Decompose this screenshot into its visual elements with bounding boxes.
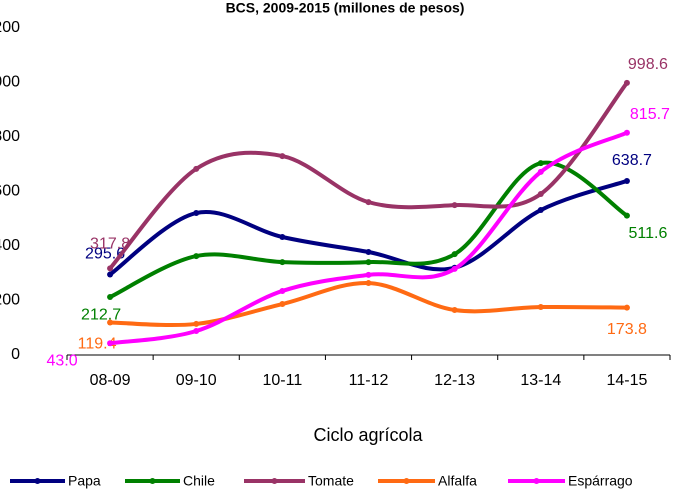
legend-label: Chile bbox=[183, 473, 215, 489]
data-label: 295.6 bbox=[85, 246, 125, 263]
legend-label: Alfalfa bbox=[438, 473, 477, 489]
legend-label: Papa bbox=[68, 473, 101, 489]
point bbox=[107, 271, 114, 278]
point bbox=[279, 234, 286, 241]
legend-marker bbox=[149, 478, 156, 484]
data-label: 511.6 bbox=[628, 225, 667, 242]
legend-label: Tomate bbox=[308, 473, 354, 489]
y-tick-label: 600 bbox=[0, 183, 20, 200]
point bbox=[451, 307, 458, 314]
data-label: 119.4 bbox=[78, 336, 117, 353]
y-tick-label: 400 bbox=[0, 237, 20, 254]
point bbox=[107, 294, 114, 301]
point bbox=[107, 319, 114, 326]
data-label: 173.8 bbox=[607, 321, 647, 338]
data-label: 212.7 bbox=[81, 306, 121, 323]
point bbox=[537, 304, 544, 311]
point bbox=[365, 271, 372, 278]
x-tick-label: 11-12 bbox=[349, 372, 389, 389]
legend-marker bbox=[271, 478, 278, 484]
series-line bbox=[108, 81, 629, 270]
data-label: 638.7 bbox=[612, 152, 652, 169]
point bbox=[537, 160, 544, 167]
x-tick-label: 13-14 bbox=[520, 372, 561, 389]
point bbox=[107, 265, 114, 272]
point bbox=[623, 79, 630, 86]
y-tick-label: 800 bbox=[0, 128, 20, 145]
data-label: 317.8 bbox=[90, 236, 130, 253]
x-tick-label: 09-10 bbox=[176, 372, 217, 389]
point bbox=[193, 165, 200, 172]
point bbox=[279, 153, 286, 160]
data-label: 998.6 bbox=[628, 56, 668, 73]
series-line bbox=[110, 281, 627, 328]
data-label: 43.0 bbox=[47, 353, 78, 370]
point bbox=[193, 210, 200, 217]
x-tick-label: 08-09 bbox=[90, 372, 131, 389]
legend-label: Espárrago bbox=[568, 473, 633, 489]
point bbox=[107, 340, 114, 347]
series-line bbox=[109, 130, 628, 346]
y-tick-label: 1000 bbox=[0, 74, 20, 91]
point bbox=[623, 129, 630, 136]
point bbox=[623, 304, 630, 311]
point bbox=[279, 259, 286, 266]
point bbox=[193, 328, 200, 335]
point bbox=[279, 287, 286, 294]
point bbox=[537, 207, 544, 214]
point bbox=[365, 280, 372, 287]
data-label: 815.7 bbox=[630, 106, 670, 123]
point bbox=[279, 301, 286, 308]
point bbox=[623, 212, 630, 219]
legend-marker bbox=[533, 478, 540, 484]
point bbox=[193, 320, 200, 327]
y-tick-label: 200 bbox=[0, 292, 20, 309]
point bbox=[365, 248, 372, 255]
y-tick-label: 1200 bbox=[0, 19, 20, 36]
point bbox=[451, 202, 458, 209]
legend-marker bbox=[34, 478, 41, 484]
x-tick-label: 12-13 bbox=[434, 372, 475, 389]
point bbox=[623, 177, 630, 184]
x-tick-label: 14-15 bbox=[606, 372, 647, 389]
legend-marker bbox=[403, 478, 410, 484]
point bbox=[193, 253, 200, 260]
point bbox=[537, 190, 544, 197]
x-tick-label: 10-11 bbox=[262, 372, 302, 389]
point bbox=[365, 199, 372, 206]
y-tick-label: 0 bbox=[11, 346, 20, 363]
point bbox=[365, 259, 372, 266]
x-axis-label: Ciclo agrícola bbox=[313, 425, 423, 445]
point bbox=[537, 168, 544, 175]
point bbox=[451, 251, 458, 258]
point bbox=[451, 265, 458, 272]
chart-title: BCS, 2009-2015 (millones de pesos) bbox=[226, 0, 465, 16]
